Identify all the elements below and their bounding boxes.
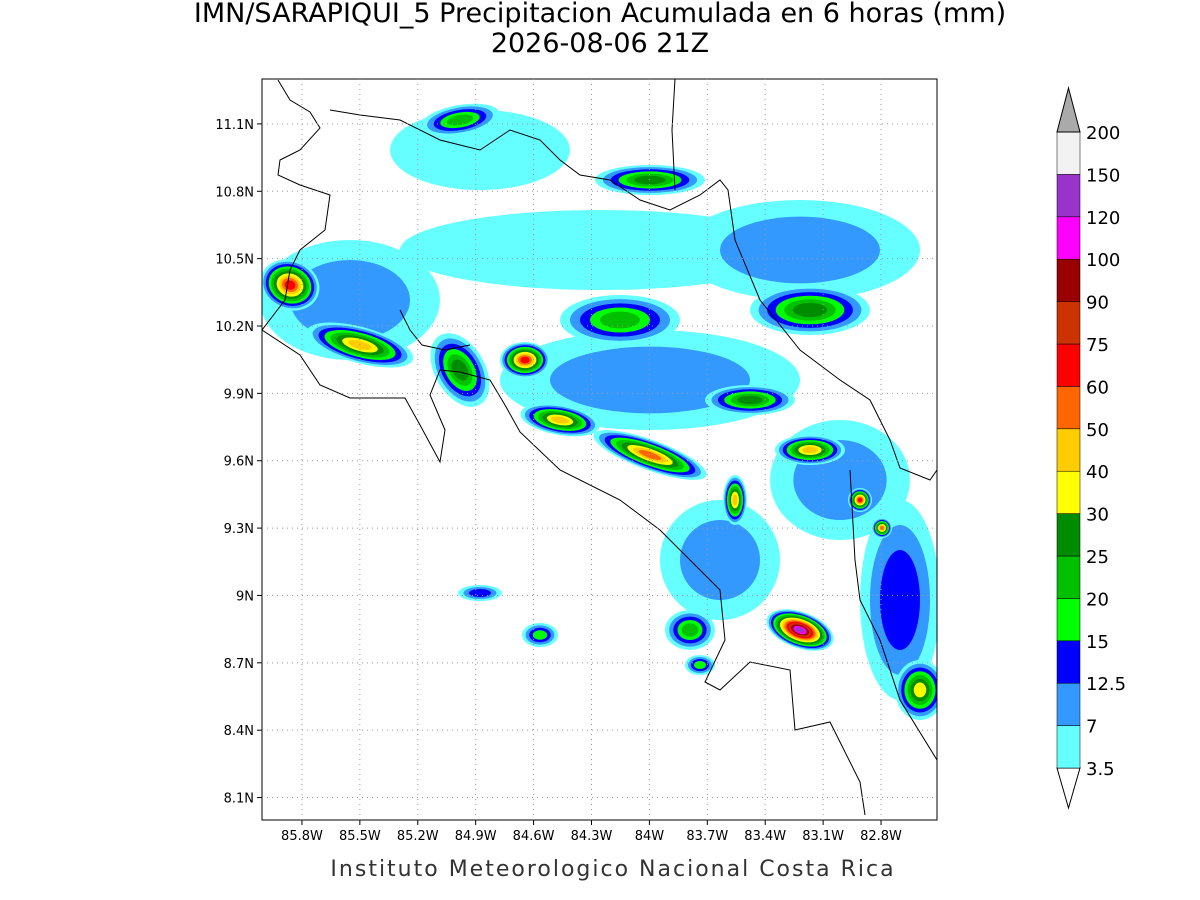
colorbar-bin xyxy=(1056,386,1081,430)
precip-contour xyxy=(532,630,548,640)
x-tick-label: 83.1W xyxy=(802,829,844,844)
colorbar-bin xyxy=(1056,131,1081,175)
precip-contour xyxy=(795,627,805,633)
colorbar-label: 30 xyxy=(1086,505,1109,526)
colorbar-label: 25 xyxy=(1086,547,1109,568)
border xyxy=(849,469,937,761)
x-tick-label: 84.9W xyxy=(455,829,497,844)
y-tick-label: 9.9N xyxy=(224,387,254,402)
x-tick-label: 84W xyxy=(635,829,665,844)
colorbar-label: 7 xyxy=(1086,717,1097,738)
x-tick-label: 84.6W xyxy=(513,829,555,844)
colorbar-bin xyxy=(1056,216,1081,260)
colorbar-bin xyxy=(1056,555,1081,599)
x-tick-label: 83.7W xyxy=(686,829,728,844)
precip-contour xyxy=(857,497,863,503)
precip-contour xyxy=(680,520,760,600)
precip-contour xyxy=(446,114,474,126)
colorbar-bin xyxy=(1056,428,1081,472)
precip-contour xyxy=(451,359,469,381)
colorbar-label: 50 xyxy=(1086,420,1109,441)
precip-contour xyxy=(732,494,738,506)
x-tick-label: 85.5W xyxy=(339,829,381,844)
precip-contour xyxy=(600,311,640,329)
colorbar-label: 120 xyxy=(1086,208,1120,229)
y-tick-label: 8.7N xyxy=(224,657,254,672)
coast xyxy=(671,79,676,191)
y-tick-label: 11.1N xyxy=(215,118,254,133)
precip-contour xyxy=(638,450,662,460)
x-tick-label: 82.8W xyxy=(860,829,902,844)
y-tick-label: 9.3N xyxy=(224,522,254,537)
subtitle: 2026-08-06 21Z xyxy=(491,28,709,59)
y-tick-label: 8.1N xyxy=(224,792,254,807)
y-tick-label: 8.4N xyxy=(224,724,254,739)
plot-frame xyxy=(261,78,938,821)
precip-contour xyxy=(520,356,530,364)
colorbar-label: 200 xyxy=(1086,123,1120,144)
y-tick-label: 10.5N xyxy=(215,253,254,268)
precip-contour xyxy=(551,416,569,424)
colorbar-label: 60 xyxy=(1086,377,1109,398)
precip-contour xyxy=(348,340,372,350)
precip-contour xyxy=(681,623,699,637)
y-tick-label: 9.6N xyxy=(224,455,254,470)
x-tick-label: 83.4W xyxy=(744,829,786,844)
precip-contour xyxy=(737,395,763,405)
colorbar-bin xyxy=(1056,640,1081,684)
colorbar-label: 90 xyxy=(1086,293,1109,314)
x-tick-label: 85.8W xyxy=(281,829,323,844)
colorbar-bin xyxy=(1056,174,1081,218)
footer: Instituto Meteorologico Nacional Costa R… xyxy=(330,857,895,882)
colorbar-bin xyxy=(1056,682,1081,726)
precip-contour xyxy=(290,260,410,340)
y-tick-label: 10.2N xyxy=(215,320,254,335)
colorbar: 3.5 7 12.5 15 20 25 30 40 50 60 75 90 100 120 150 200 xyxy=(1056,86,1126,810)
colorbar-label: 40 xyxy=(1086,462,1109,483)
x-tick-label: 84.3W xyxy=(571,829,613,844)
colorbar-over xyxy=(1056,86,1081,133)
colorbar-label: 75 xyxy=(1086,335,1109,356)
precip-contour xyxy=(720,216,880,284)
x-tick-label: 85.2W xyxy=(397,829,439,844)
colorbar-bin xyxy=(1056,598,1081,642)
colorbar-bin xyxy=(1056,725,1081,769)
colorbar-bin xyxy=(1056,343,1081,387)
precip-field xyxy=(262,103,937,720)
colorbar-bin xyxy=(1056,470,1081,514)
axes: 85.8W 85.5W 85.2W 84.9W 84.6W 84.3W 84W 83.7W 83… xyxy=(215,79,937,844)
colorbar-label: 3.5 xyxy=(1086,759,1115,780)
precip-contour xyxy=(802,446,818,454)
colorbar-bin xyxy=(1056,513,1081,557)
colorbar-label: 100 xyxy=(1086,250,1120,271)
colorbar-label: 15 xyxy=(1086,632,1109,653)
coast xyxy=(262,329,866,816)
coast xyxy=(262,79,331,331)
coast xyxy=(329,109,937,481)
colorbar-label: 20 xyxy=(1086,589,1109,610)
colorbar-under xyxy=(1056,767,1081,810)
colorbar-bin xyxy=(1056,258,1081,302)
colorbar-bin xyxy=(1056,301,1081,345)
y-tick-label: 10.8N xyxy=(215,185,254,200)
coast xyxy=(399,309,471,351)
coastlines xyxy=(262,79,937,816)
y-tick-label: 9N xyxy=(236,589,254,604)
title: IMN/SARAPIQUI_5 Precipitacion Acumulada … xyxy=(194,0,1006,29)
precip-contour xyxy=(913,682,927,698)
precip-contour xyxy=(694,661,706,669)
precip-contour xyxy=(792,302,828,318)
precip-contour xyxy=(469,589,491,597)
colorbar-label: 150 xyxy=(1086,165,1120,186)
precip-contour xyxy=(550,346,750,414)
precip-contour xyxy=(634,175,666,185)
precip-contour xyxy=(880,550,920,650)
colorbar-label: 12.5 xyxy=(1086,674,1126,695)
